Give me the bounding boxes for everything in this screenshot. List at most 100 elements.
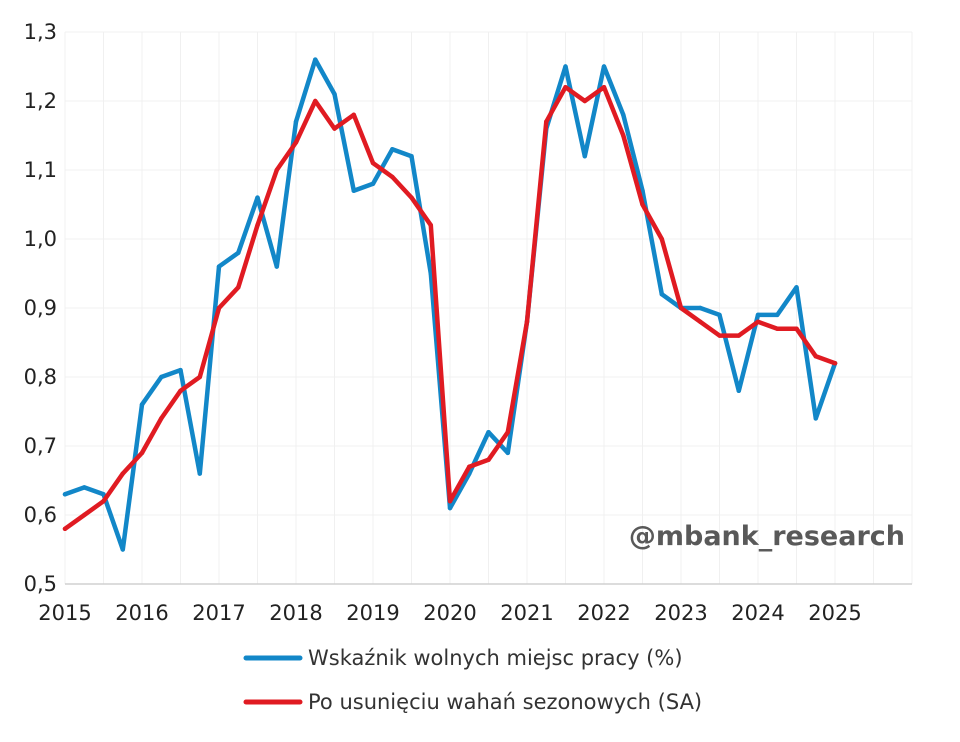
data-point-series-2 — [216, 305, 222, 311]
data-point-series-2 — [293, 140, 299, 145]
data-point-series-2 — [159, 416, 164, 421]
data-point-series-1 — [447, 505, 453, 511]
data-point-series-1 — [736, 388, 741, 393]
data-point-series-1 — [794, 285, 799, 290]
data-point-series-1 — [216, 264, 222, 269]
data-point-series-1 — [582, 154, 587, 159]
data-point-series-2 — [351, 112, 356, 118]
data-point-series-2 — [524, 319, 530, 324]
data-point-series-2 — [582, 98, 587, 104]
data-point-series-1 — [255, 195, 260, 200]
y-tick-label: 1,1 — [24, 158, 57, 182]
data-point-series-2 — [120, 471, 125, 476]
y-tick-label: 0,8 — [24, 365, 57, 389]
series-lines — [62, 57, 838, 552]
data-point-series-1 — [698, 305, 703, 311]
x-tick-label: 2019 — [346, 601, 399, 625]
data-point-series-1 — [332, 91, 337, 97]
data-point-series-1 — [755, 312, 761, 318]
data-point-series-1 — [197, 471, 202, 476]
data-point-series-2 — [563, 85, 568, 90]
data-point-series-2 — [467, 464, 472, 469]
legend: Wskaźnik wolnych miejsc pracy (%) Po usun… — [243, 646, 702, 714]
data-point-series-2 — [62, 526, 68, 531]
x-tick-label: 2025 — [808, 601, 861, 625]
data-point-series-2 — [409, 195, 414, 200]
data-point-series-1 — [101, 492, 106, 497]
x-tick-label: 2023 — [654, 601, 707, 625]
data-point-series-1 — [82, 485, 87, 490]
data-point-series-2 — [794, 326, 799, 331]
data-point-series-2 — [370, 160, 376, 166]
data-point-series-2 — [678, 305, 684, 311]
data-point-series-2 — [659, 236, 664, 242]
y-tick-label: 1,2 — [24, 89, 57, 113]
data-point-series-2 — [505, 430, 510, 435]
data-point-series-1 — [370, 181, 376, 186]
data-point-series-1 — [621, 112, 626, 118]
data-point-series-2 — [832, 361, 838, 366]
data-point-series-2 — [486, 457, 491, 462]
x-tick-label: 2020 — [423, 601, 476, 625]
data-point-series-1 — [293, 119, 299, 124]
data-point-series-2 — [101, 499, 106, 504]
data-point-series-2 — [640, 202, 645, 207]
y-tick-label: 0,9 — [24, 296, 57, 320]
data-point-series-1 — [813, 416, 818, 421]
data-point-series-1 — [409, 154, 414, 159]
legend-label-2: Po usunięciu wahań sezonowych (SA) — [308, 690, 702, 714]
data-point-series-2 — [755, 319, 761, 324]
data-point-series-1 — [390, 147, 395, 152]
data-point-series-2 — [736, 333, 741, 338]
data-point-series-1 — [563, 64, 568, 69]
data-point-series-1 — [62, 492, 68, 497]
data-point-series-2 — [274, 167, 279, 173]
y-tick-label: 1,3 — [24, 20, 57, 44]
data-point-series-1 — [659, 292, 664, 297]
data-point-series-1 — [236, 250, 241, 255]
data-point-series-2 — [313, 98, 318, 104]
data-point-series-1 — [178, 367, 183, 373]
x-tick-label: 2022 — [577, 601, 630, 625]
data-point-series-2 — [544, 119, 549, 124]
data-point-series-2 — [601, 85, 607, 90]
data-point-series-2 — [390, 174, 395, 180]
y-tick-label: 0,7 — [24, 434, 57, 458]
x-tick-label: 2017 — [192, 601, 245, 625]
data-point-series-2 — [698, 319, 703, 324]
x-tick-label: 2018 — [269, 601, 322, 625]
data-point-series-2 — [178, 388, 183, 393]
y-tick-label: 0,6 — [24, 503, 57, 527]
axes: 0,5 0,6 0,7 0,8 0,9 1,0 1,1 1,2 1,3 2015 2016 2017 2… — [24, 20, 912, 625]
data-point-series-2 — [255, 223, 260, 228]
data-point-series-1 — [274, 264, 279, 269]
x-tick-label: 2015 — [38, 601, 91, 625]
data-point-series-1 — [313, 57, 318, 62]
data-point-series-1 — [601, 64, 607, 69]
data-point-series-2 — [813, 354, 818, 359]
data-point-series-2 — [82, 512, 87, 518]
x-tick-label: 2024 — [731, 601, 784, 625]
data-point-series-1 — [505, 450, 510, 456]
data-point-series-1 — [351, 188, 356, 193]
data-point-series-1 — [640, 188, 645, 193]
legend-label-1: Wskaźnik wolnych miejsc pracy (%) — [308, 646, 683, 670]
data-point-series-2 — [197, 374, 202, 380]
data-point-series-2 — [775, 326, 780, 331]
data-point-series-1 — [120, 547, 125, 552]
data-point-series-2 — [236, 285, 241, 290]
data-point-series-1 — [159, 374, 164, 380]
data-point-series-1 — [775, 312, 780, 318]
data-point-series-2 — [621, 133, 626, 138]
data-point-series-2 — [428, 223, 433, 228]
x-tick-label: 2016 — [115, 601, 168, 625]
data-point-series-1 — [717, 312, 722, 318]
y-tick-label: 0,5 — [24, 572, 57, 596]
data-point-series-1 — [139, 402, 145, 407]
data-point-series-2 — [717, 333, 722, 338]
x-tick-label: 2021 — [500, 601, 553, 625]
data-point-series-2 — [332, 126, 337, 131]
watermark-text: @mbank_research — [629, 521, 905, 552]
gridlines — [64, 31, 913, 584]
